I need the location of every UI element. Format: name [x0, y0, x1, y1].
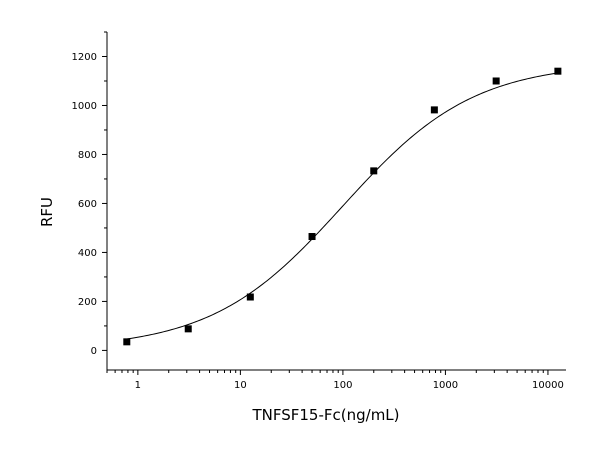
data-point	[430, 106, 438, 114]
x-tick-label: 10000	[532, 380, 564, 391]
fitted-curve	[126, 72, 558, 340]
data-point	[370, 167, 378, 175]
data-points	[123, 67, 562, 346]
data-point	[308, 233, 316, 241]
y-axis-ticks: 0 200 400 600 800 1000 1200	[72, 31, 107, 357]
data-point	[492, 77, 500, 85]
x-tick-label: 10	[234, 380, 247, 391]
y-tick-label: 400	[78, 248, 97, 259]
axes	[106, 32, 566, 371]
y-tick-label: 0	[91, 346, 97, 357]
data-point	[184, 325, 192, 333]
y-tick-label: 1000	[72, 101, 97, 112]
y-axis-title: RFU	[38, 197, 56, 227]
y-tick-label: 600	[78, 199, 97, 210]
data-point	[123, 338, 131, 346]
y-tick-label: 1200	[72, 52, 97, 63]
y-tick-label: 200	[78, 297, 97, 308]
x-tick-label: 1000	[433, 380, 458, 391]
data-point	[554, 67, 562, 75]
data-point	[246, 293, 254, 301]
x-axis-ticks: 1 10 100 1000 10000	[106, 370, 564, 391]
x-tick-label: 1	[135, 380, 141, 391]
x-tick-label: 100	[333, 380, 352, 391]
y-tick-label: 800	[78, 150, 97, 161]
x-axis-title: TNFSF15-Fc(ng/mL)	[251, 406, 399, 424]
